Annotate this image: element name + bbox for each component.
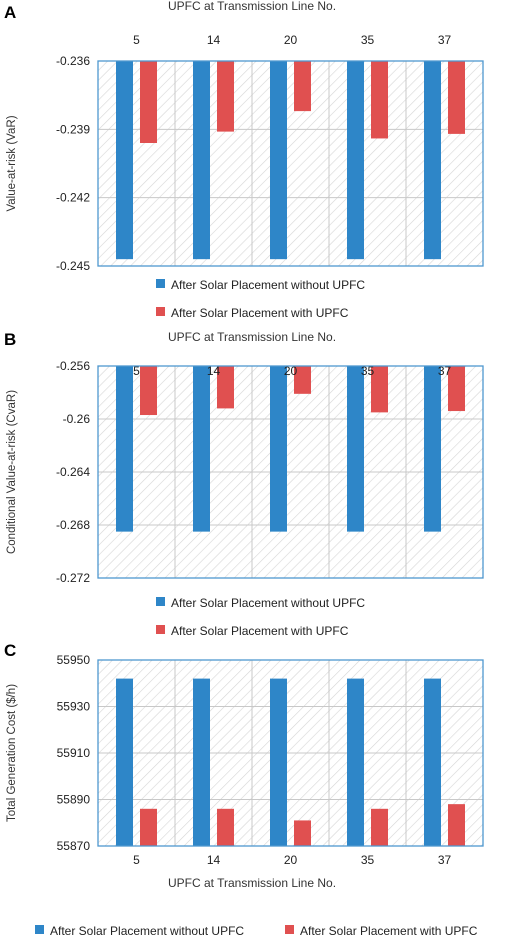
- legend-label: After Solar Placement without UPFC: [171, 596, 365, 610]
- bar-without-upfc-line-5: [116, 61, 133, 260]
- panel-letter: B: [4, 330, 16, 349]
- y-tick-label: 55870: [57, 839, 91, 853]
- y-tick-label: 55890: [57, 793, 91, 807]
- panels: A UPFC at Transmission Line No. -0.236 -0.2…: [4, 0, 484, 938]
- x-tick-label: 37: [438, 33, 452, 47]
- bar-with-upfc-line-35: [371, 61, 388, 139]
- bar-without-upfc-line-20: [270, 61, 287, 260]
- y-tick-label: -0.264: [56, 465, 90, 479]
- bar-without-upfc-line-20: [270, 366, 287, 532]
- plot-frame: [97, 60, 484, 267]
- bar-without-upfc-line-14: [193, 61, 210, 260]
- y-tick-label: -0.242: [56, 191, 90, 205]
- y-tick-label: 55930: [57, 700, 91, 714]
- x-tick-label: 5: [133, 364, 140, 378]
- plot-area: [98, 61, 483, 266]
- x-axis-title: UPFC at Transmission Line No.: [168, 0, 336, 13]
- x-tick-label: 35: [361, 364, 375, 378]
- legend-label: After Solar Placement with UPFC: [171, 624, 349, 638]
- y-tick-label: 55950: [57, 653, 91, 667]
- chart-panel-a: A UPFC at Transmission Line No. -0.236 -0.2…: [4, 0, 484, 320]
- bar-without-upfc-line-37: [424, 678, 441, 846]
- x-tick-label: 20: [284, 364, 298, 378]
- chart-panel-c: C UPFC at Transmission Line No. 55870 55890…: [4, 641, 484, 938]
- x-tick-label: 14: [207, 853, 221, 867]
- bar-without-upfc-line-37: [424, 61, 441, 260]
- bar-with-upfc-line-37: [448, 61, 465, 134]
- x-tick-label: 37: [438, 364, 452, 378]
- legend-label: After Solar Placement with UPFC: [171, 306, 349, 320]
- bar-with-upfc-line-5: [140, 808, 157, 846]
- y-tick-label: -0.272: [56, 571, 90, 585]
- plot-frame: [97, 365, 484, 579]
- y-tick-label: -0.268: [56, 518, 90, 532]
- x-tick-label: 14: [207, 33, 221, 47]
- legend-swatch-without-upfc: [35, 925, 44, 934]
- x-tick-label: 35: [361, 853, 375, 867]
- x-tick-label: 37: [438, 853, 452, 867]
- bar-with-upfc-line-20: [294, 820, 311, 846]
- y-tick-label: -0.256: [56, 359, 90, 373]
- x-tick-label: 35: [361, 33, 375, 47]
- bar-without-upfc-line-35: [347, 366, 364, 532]
- x-tick-label: 5: [133, 853, 140, 867]
- y-tick-label: -0.239: [56, 122, 90, 136]
- x-tick-label: 14: [207, 364, 221, 378]
- bar-without-upfc-line-5: [116, 678, 133, 846]
- x-axis-title: UPFC at Transmission Line No.: [168, 876, 336, 890]
- bar-with-upfc-line-14: [217, 366, 234, 409]
- x-tick-label: 20: [284, 33, 298, 47]
- legend-label: After Solar Placement without UPFC: [171, 278, 365, 292]
- bar-with-upfc-line-5: [140, 366, 157, 416]
- x-tick-label: 5: [133, 33, 140, 47]
- x-tick-label: 20: [284, 853, 298, 867]
- bar-with-upfc-line-35: [371, 808, 388, 846]
- y-tick-label: 55910: [57, 746, 91, 760]
- legend-label: After Solar Placement without UPFC: [50, 924, 244, 938]
- x-axis-title: UPFC at Transmission Line No.: [168, 330, 336, 344]
- bar-without-upfc-line-37: [424, 366, 441, 532]
- bar-with-upfc-line-35: [371, 366, 388, 413]
- panel-letter: C: [4, 641, 16, 660]
- y-axis-title: Total Generation Cost ($/h): [6, 684, 18, 822]
- bar-with-upfc-line-20: [294, 61, 311, 112]
- legend-swatch-with-upfc: [285, 925, 294, 934]
- bar-without-upfc-line-14: [193, 366, 210, 532]
- y-tick-label: -0.236: [56, 54, 90, 68]
- y-tick-label: -0.245: [56, 259, 90, 273]
- legend-swatch-without-upfc: [156, 597, 165, 606]
- bar-without-upfc-line-14: [193, 678, 210, 846]
- legend-swatch-without-upfc: [156, 279, 165, 288]
- bar-with-upfc-line-37: [448, 804, 465, 846]
- bar-with-upfc-line-14: [217, 61, 234, 132]
- y-axis-title: Conditional Value-at-risk (CvaR): [6, 390, 18, 554]
- bar-without-upfc-line-20: [270, 678, 287, 846]
- panel-letter: A: [4, 3, 16, 22]
- bar-without-upfc-line-5: [116, 366, 133, 532]
- y-tick-label: -0.26: [63, 412, 91, 426]
- bar-with-upfc-line-14: [217, 808, 234, 846]
- plot-frame: [97, 659, 484, 847]
- chart-panel-b: B UPFC at Transmission Line No. -0.256 -0.2…: [4, 330, 484, 638]
- bar-without-upfc-line-35: [347, 678, 364, 846]
- legend-swatch-with-upfc: [156, 307, 165, 316]
- bar-without-upfc-line-35: [347, 61, 364, 260]
- legend-label: After Solar Placement with UPFC: [300, 924, 478, 938]
- y-axis-title: Value-at-risk (VaR): [6, 115, 18, 211]
- legend-swatch-with-upfc: [156, 625, 165, 634]
- bar-with-upfc-line-20: [294, 366, 311, 394]
- bar-with-upfc-line-5: [140, 61, 157, 143]
- bar-with-upfc-line-37: [448, 366, 465, 412]
